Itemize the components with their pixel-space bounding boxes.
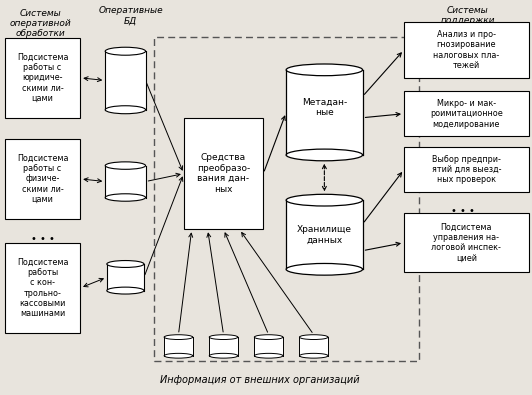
Bar <box>105 51 146 110</box>
Ellipse shape <box>286 194 363 206</box>
Bar <box>154 37 419 361</box>
Ellipse shape <box>105 106 146 114</box>
Bar <box>209 337 238 356</box>
Text: Подсистема
работы
с кон-
трольно-
кассовыми
машинами: Подсистема работы с кон- трольно- кассов… <box>17 258 69 318</box>
Bar <box>5 38 80 118</box>
Text: Хранилище
данных: Хранилище данных <box>297 225 352 245</box>
Ellipse shape <box>164 354 193 358</box>
Text: • • •: • • • <box>31 234 55 244</box>
Text: Микро- и мак-
роимитационное
моделирование: Микро- и мак- роимитационное моделирован… <box>430 99 503 129</box>
Text: Подсистема
управления на-
логовой инспек-
цией: Подсистема управления на- логовой инспек… <box>431 223 501 263</box>
Ellipse shape <box>105 162 146 169</box>
Bar <box>300 337 328 356</box>
Text: • • •: • • • <box>452 206 475 216</box>
Bar <box>164 337 193 356</box>
Ellipse shape <box>286 149 363 161</box>
Ellipse shape <box>300 335 328 340</box>
Text: Оперативные
БД: Оперативные БД <box>98 6 163 25</box>
Ellipse shape <box>209 354 238 358</box>
Ellipse shape <box>105 47 146 55</box>
Ellipse shape <box>300 354 328 358</box>
Ellipse shape <box>107 261 144 267</box>
Text: Подсистема
работы с
юридиче-
скими ли-
цами: Подсистема работы с юридиче- скими ли- ц… <box>17 53 69 103</box>
Ellipse shape <box>164 335 193 340</box>
Bar <box>184 118 263 229</box>
Bar <box>107 264 144 291</box>
Bar <box>404 22 529 78</box>
Bar <box>404 147 529 192</box>
Bar <box>404 213 529 272</box>
Text: Средства
преобразо-
вания дан-
ных: Средства преобразо- вания дан- ных <box>197 154 250 194</box>
Text: Информация от внешних организаций: Информация от внешних организаций <box>160 375 360 385</box>
Ellipse shape <box>105 194 146 201</box>
Ellipse shape <box>107 287 144 294</box>
Text: Подсистема
работы с
физиче-
скими ли-
цами: Подсистема работы с физиче- скими ли- ца… <box>17 154 69 204</box>
Ellipse shape <box>286 64 363 76</box>
Bar <box>286 200 363 269</box>
Ellipse shape <box>209 335 238 340</box>
Bar <box>404 91 529 136</box>
Text: Выбор предпри-
ятий для выезд-
ных проверок: Выбор предпри- ятий для выезд- ных прове… <box>431 155 501 184</box>
Bar <box>254 337 283 356</box>
Ellipse shape <box>286 263 363 275</box>
Text: Системы
поддержки
принятия
решений: Системы поддержки принятия решений <box>440 6 495 46</box>
Text: Системы
оперативной
обработки: Системы оперативной обработки <box>10 9 71 38</box>
Bar <box>5 139 80 219</box>
Ellipse shape <box>254 335 283 340</box>
Text: Анализ и про-
гнозирование
налоговых пла-
тежей: Анализ и про- гнозирование налоговых пла… <box>433 30 500 70</box>
Text: Метадан-
ные: Метадан- ные <box>302 98 347 117</box>
Bar <box>5 243 80 333</box>
Ellipse shape <box>254 354 283 358</box>
Bar <box>105 166 146 198</box>
Bar <box>286 70 363 155</box>
